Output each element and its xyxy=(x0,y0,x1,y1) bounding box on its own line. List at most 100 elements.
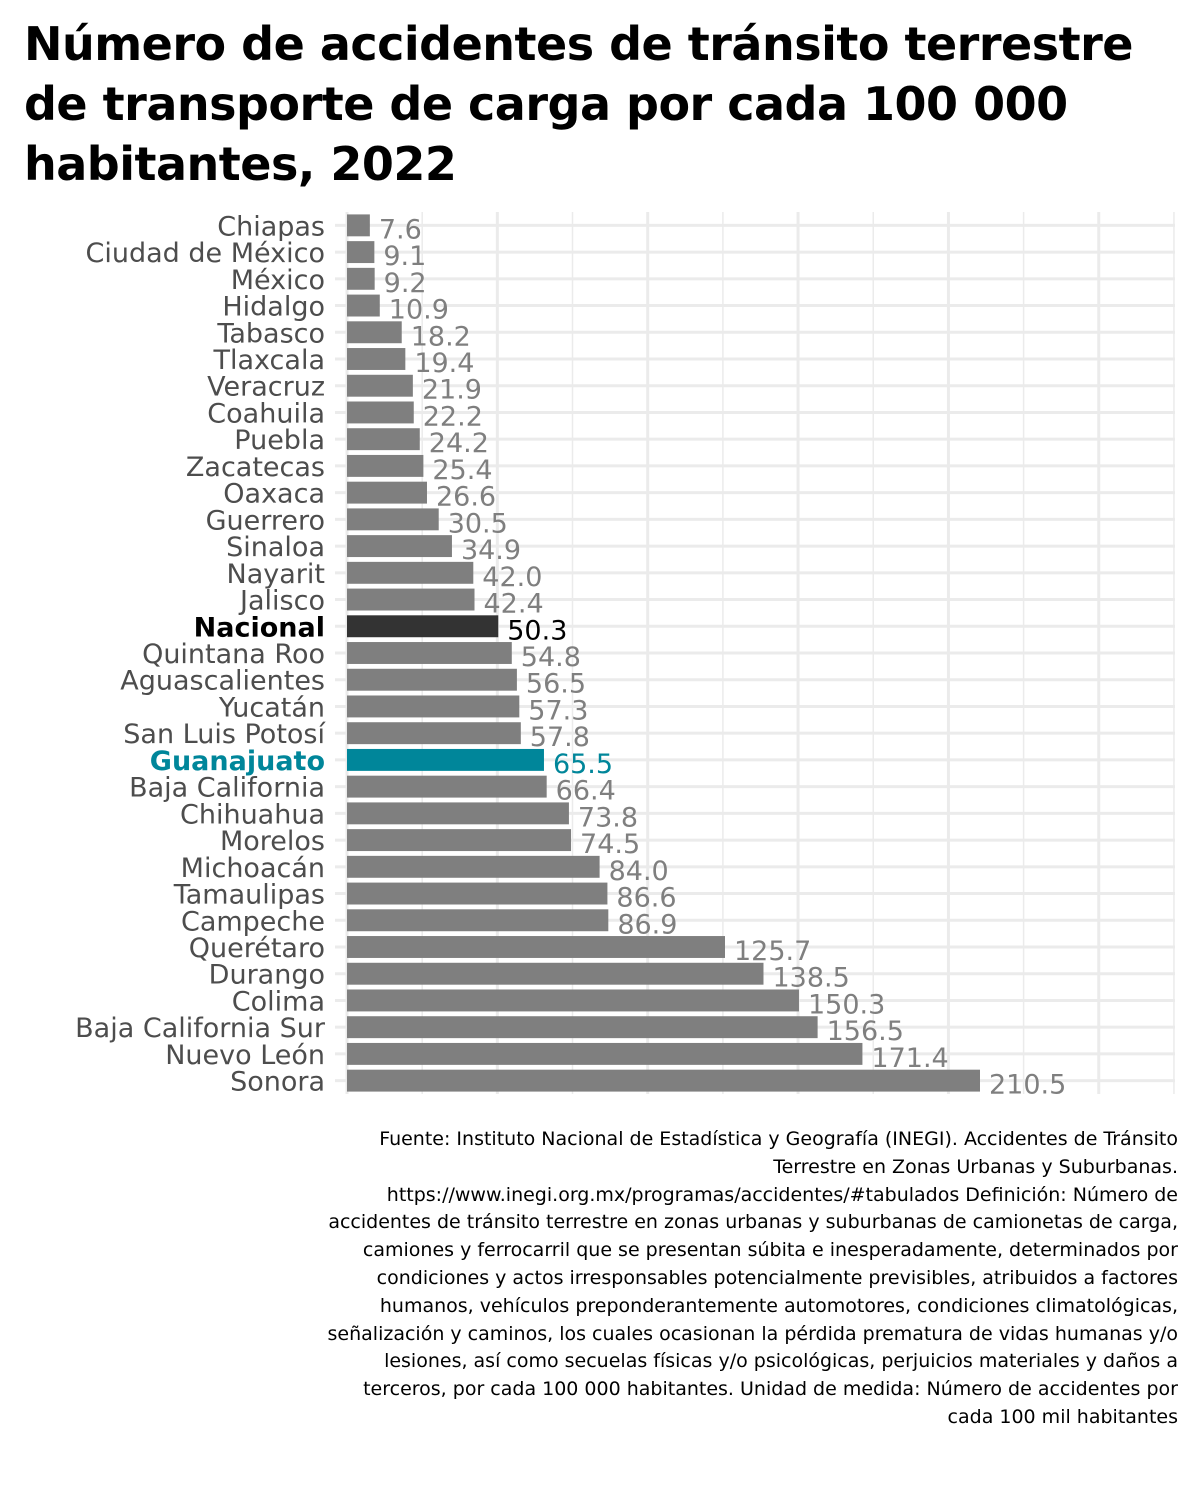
category-label: México xyxy=(231,265,325,296)
bar xyxy=(347,481,427,504)
bar xyxy=(347,267,375,290)
category-label: Jalisco xyxy=(238,586,325,617)
value-label: 138.5 xyxy=(772,963,849,994)
value-label: 50.3 xyxy=(507,615,567,646)
category-label: Ciudad de México xyxy=(86,238,325,269)
value-label: 9.1 xyxy=(383,241,426,272)
bar xyxy=(347,428,420,451)
category-label: Zacatecas xyxy=(186,452,325,483)
category-label: Puebla xyxy=(234,425,325,456)
value-label: 73.8 xyxy=(578,802,638,833)
category-label: Querétaro xyxy=(189,933,325,964)
bar xyxy=(347,642,512,664)
bar xyxy=(347,454,424,477)
value-label: 25.4 xyxy=(432,455,492,486)
value-label: 34.9 xyxy=(461,535,521,566)
bar xyxy=(347,989,799,1012)
value-label: 210.5 xyxy=(989,1070,1066,1101)
bar xyxy=(347,962,764,985)
value-label: 30.5 xyxy=(448,508,508,539)
category-label: Oaxaca xyxy=(223,479,325,510)
value-label: 21.9 xyxy=(422,375,482,406)
value-label: 10.9 xyxy=(389,295,449,326)
value-label: 26.6 xyxy=(436,482,496,513)
category-label: San Luis Potosí xyxy=(123,719,326,750)
bar xyxy=(347,561,474,584)
bar xyxy=(347,829,572,852)
bar xyxy=(347,508,439,531)
bar xyxy=(347,294,380,317)
value-label: 57.3 xyxy=(528,695,588,726)
value-label: 66.4 xyxy=(556,776,616,807)
category-label: Sinaloa xyxy=(226,532,325,563)
bar xyxy=(347,588,475,611)
value-label: 150.3 xyxy=(808,989,885,1020)
value-label: 74.5 xyxy=(580,829,640,860)
category-label: Nacional xyxy=(194,612,325,643)
bar xyxy=(347,401,414,424)
bar xyxy=(347,348,406,370)
category-label: Guanajuato xyxy=(150,746,325,777)
bar xyxy=(347,615,499,638)
category-label: Tabasco xyxy=(216,318,325,349)
bar xyxy=(347,855,600,878)
value-label: 171.4 xyxy=(871,1043,948,1074)
category-label: Baja California Sur xyxy=(75,1013,326,1044)
value-label: 9.2 xyxy=(384,268,427,299)
value-label: 24.2 xyxy=(429,428,489,459)
bar xyxy=(347,1069,980,1092)
value-label: 42.0 xyxy=(482,562,542,593)
chart-title: Número de accidentes de tránsito terrest… xyxy=(24,17,1134,191)
bar xyxy=(347,321,402,344)
value-label: 56.5 xyxy=(526,669,586,700)
bar xyxy=(347,668,517,691)
bar xyxy=(347,722,521,745)
category-label: Colima xyxy=(232,986,325,1017)
bar xyxy=(347,748,544,771)
bar xyxy=(347,695,520,718)
category-label: Yucatán xyxy=(218,692,325,723)
bar xyxy=(347,214,370,237)
bar xyxy=(347,1042,863,1065)
category-label: Nayarit xyxy=(227,559,325,590)
bar xyxy=(347,882,608,905)
category-label: Tamaulipas xyxy=(173,880,325,911)
value-label: 65.5 xyxy=(553,749,613,780)
bar xyxy=(347,1016,818,1039)
value-label: 7.6 xyxy=(379,214,422,245)
value-label: 22.2 xyxy=(423,401,483,432)
value-label: 42.4 xyxy=(484,589,544,620)
source-caption: Fuente: Instituto Nacional de Estadístic… xyxy=(327,1128,1178,1428)
value-label: 86.6 xyxy=(616,883,676,914)
value-label: 54.8 xyxy=(521,642,581,673)
category-label: Sonora xyxy=(230,1067,325,1098)
value-label: 18.2 xyxy=(411,321,471,352)
category-label: Guerrero xyxy=(206,505,325,536)
category-label: Veracruz xyxy=(207,372,325,403)
category-label: Coahuila xyxy=(207,398,325,429)
category-label: Michoacán xyxy=(181,853,325,884)
bar xyxy=(347,241,375,264)
category-label: Chihuahua xyxy=(180,799,325,830)
value-label: 57.8 xyxy=(530,722,590,753)
category-label: Quintana Roo xyxy=(142,639,325,670)
category-label: Morelos xyxy=(220,826,325,857)
bar xyxy=(347,535,452,558)
category-label: Tlaxcala xyxy=(213,345,325,376)
category-label: Chiapas xyxy=(217,211,325,242)
category-label: Durango xyxy=(209,960,325,991)
value-label: 84.0 xyxy=(609,856,669,887)
bar xyxy=(347,775,547,798)
value-label: 156.5 xyxy=(827,1016,904,1047)
value-label: 19.4 xyxy=(414,348,474,379)
value-label: 86.9 xyxy=(617,909,677,940)
category-label: Hidalgo xyxy=(222,292,325,323)
category-label: Aguascalientes xyxy=(120,666,325,697)
bar xyxy=(347,909,609,932)
labels: Chiapas 7.6 Ciudad de México 9.1 México 9.2 Hi… xyxy=(75,211,1066,1100)
category-label: Nuevo León xyxy=(165,1040,325,1071)
category-label: Campeche xyxy=(181,906,325,937)
bar xyxy=(347,936,725,958)
category-label: Baja California xyxy=(129,773,325,804)
